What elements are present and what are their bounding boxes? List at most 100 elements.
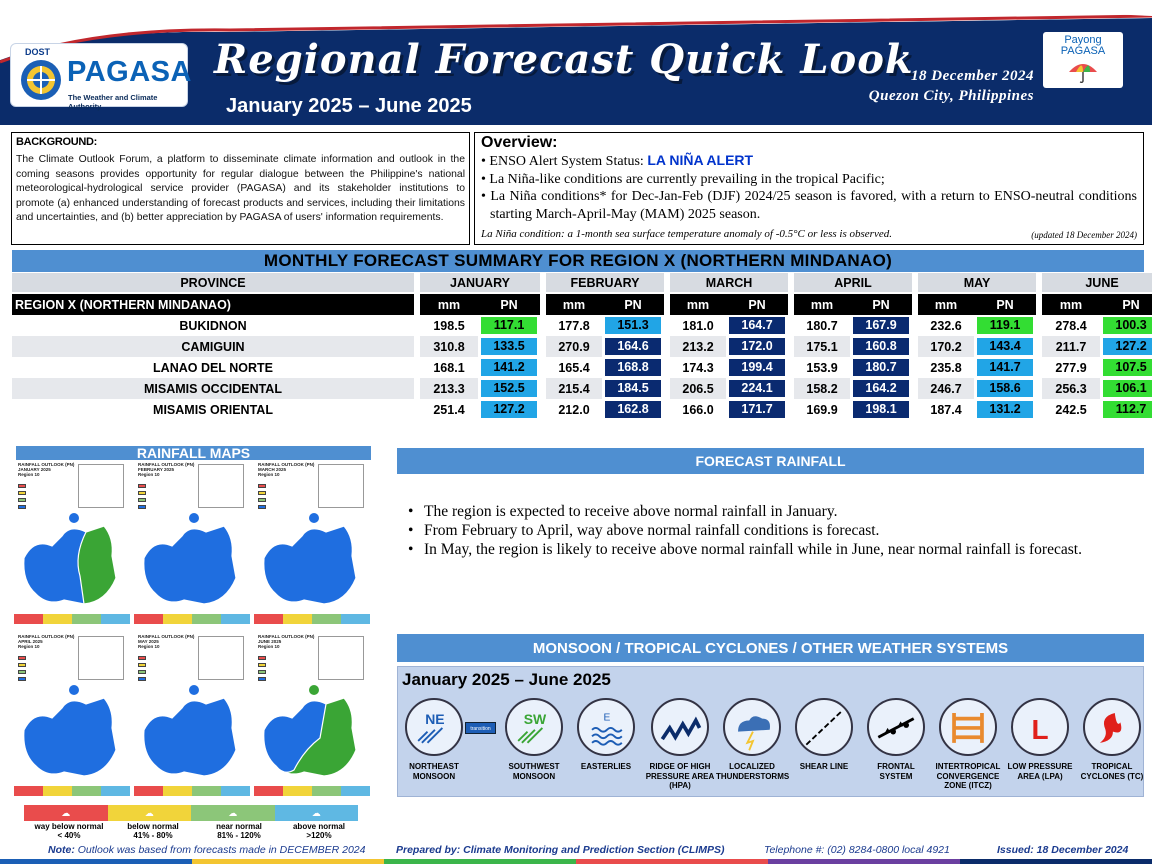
percent-normal: 164.6 (605, 338, 662, 355)
region-10-map (23, 685, 117, 777)
weather-system-label: INTERTROPICAL CONVERGENCE ZONE (ITCZ) (935, 762, 1001, 790)
percent-normal: 224.1 (729, 380, 786, 397)
unit-mm: mm (918, 294, 975, 315)
rainfall-mm: 166.0 (682, 402, 714, 417)
pagasa-emblem-icon (21, 60, 61, 100)
rainfall-mm: 165.4 (558, 360, 590, 375)
agency-name: PAGASA (67, 56, 192, 88)
issue-info: 18 December 2024 Quezon City, Philippine… (869, 66, 1034, 106)
map-legend (258, 656, 266, 684)
weather-systems-title: MONSOON / TROPICAL CYCLONES / OTHER WEAT… (397, 634, 1144, 662)
payong-line2: PAGASA (1060, 45, 1106, 57)
overview-item: La Niña-like conditions are currently pr… (481, 171, 1137, 189)
weather-system-label: TROPICAL CYCLONES (TC) (1080, 762, 1144, 781)
table-header-months: PROVINCE JANUARY FEBRUARY MARCH APRIL MAY JUNE (12, 273, 1152, 294)
footer-color-bar (0, 859, 1152, 864)
page-title: Regional Forecast Quick Look (214, 36, 914, 83)
map-footer-strip (134, 786, 250, 796)
rainfall-mm: 212.0 (558, 402, 590, 417)
region-10-map (263, 513, 357, 605)
frontal-system-icon (867, 698, 925, 756)
weather-system: FRONTAL SYSTEM (860, 698, 932, 781)
percent-normal: 180.7 (853, 359, 910, 376)
percent-normal: 112.7 (1103, 401, 1152, 418)
unit-pn: PN (1100, 294, 1152, 315)
month-header: APRIL (794, 273, 913, 294)
itcz-icon (939, 698, 997, 756)
rainfall-mm: 251.4 (433, 402, 465, 417)
weather-system: NE NORTHEAST MONSOON (398, 698, 470, 781)
rainfall-mm: 242.5 (1055, 402, 1087, 417)
weather-system: RIDGE OF HIGH PRESSURE AREA (HPA) (644, 698, 716, 791)
tropical-cyclone-icon (1083, 698, 1141, 756)
philippines-inset-map (198, 464, 244, 508)
region-label: REGION X (NORTHERN MINDANAO) (12, 294, 414, 315)
payong-pagasa-logo: Payong PAGASA (1043, 32, 1123, 88)
legend-label: above normal >120% (292, 822, 345, 840)
percent-normal: 143.4 (977, 338, 1034, 355)
percent-normal: 119.1 (977, 317, 1034, 334)
percent-normal: 127.2 (481, 401, 537, 418)
weather-system-label: RIDGE OF HIGH PRESSURE AREA (HPA) (645, 762, 715, 790)
legend-label: way below normal < 40% (34, 822, 104, 840)
unit-pn: PN (974, 294, 1037, 315)
percent-normal: 160.8 (853, 338, 910, 355)
ridge-hpa-icon (651, 698, 709, 756)
percent-normal: 168.8 (605, 359, 662, 376)
percent-normal: 164.2 (853, 380, 910, 397)
agency-tagline: The Weather and Climate Authority (68, 93, 158, 111)
map-footer-strip (14, 614, 130, 624)
rainfall-mm: 174.3 (682, 360, 714, 375)
percent-normal: 171.7 (729, 401, 786, 418)
percent-normal: 199.4 (729, 359, 786, 376)
rainfall-map-panel: RAINFALL OUTLOOK (PN) JUNE 2025 Region 10 (254, 632, 370, 800)
unit-pn: PN (478, 294, 540, 315)
rainfall-mm: 232.6 (930, 318, 962, 333)
svg-text:SW: SW (524, 711, 547, 727)
percent-normal: 141.7 (977, 359, 1034, 376)
overview-item: La Niña conditions* for Dec-Jan-Feb (DJF… (481, 188, 1137, 223)
table-header-units: REGION X (NORTHERN MINDANAO) mm PN mm PN mm PN… (12, 294, 1152, 315)
map-legend (18, 656, 26, 684)
forecast-table: PROVINCE JANUARY FEBRUARY MARCH APRIL MAY JUNE… (12, 273, 1152, 420)
unit-mm: mm (546, 294, 602, 315)
legend-swatch: ☁ (107, 805, 191, 821)
rainfall-mm: 177.8 (558, 318, 590, 333)
pagasa-logo: DOST PAGASA The Weather and Climate Auth… (10, 43, 191, 111)
percent-normal: 151.3 (605, 317, 662, 334)
weather-system: LOCALIZED THUNDERSTORMS (716, 698, 789, 781)
forecast-rainfall-item: From February to April, way above normal… (408, 521, 1134, 540)
rainfall-map-panel: RAINFALL OUTLOOK (PN) APRIL 2025 Region 10 (14, 632, 130, 800)
rainfall-maps: RAINFALL OUTLOOK (PN) JANUARY 2025 Region … (14, 460, 372, 802)
table-row: BUKIDNON 198.5 117.1 177.8 151.3 181.0 164.7 18… (12, 315, 1152, 336)
svg-text:NE: NE (425, 711, 444, 727)
percent-normal: 131.2 (977, 401, 1034, 418)
footer-issued: Issued: 18 December 2024 (997, 844, 1129, 856)
map-caption: RAINFALL OUTLOOK (PN) FEBRUARY 2025 Region… (138, 462, 195, 477)
rainfall-mm: 215.4 (546, 378, 602, 399)
rainfall-mm: 310.8 (420, 336, 478, 357)
rainfall-mm: 246.7 (918, 378, 975, 399)
overview-section: Overview: ENSO Alert System Status: LA N… (474, 132, 1144, 245)
percent-normal: 162.8 (605, 401, 662, 418)
weather-system-label: NORTHEAST MONSOON (409, 762, 459, 781)
rainfall-map-panel: RAINFALL OUTLOOK (PN) FEBRUARY 2025 Region… (134, 460, 250, 628)
map-caption: RAINFALL OUTLOOK (PN) JUNE 2025 Region 10 (258, 634, 315, 649)
province-name: BUKIDNON (179, 318, 247, 333)
forecast-table-title: MONTHLY FORECAST SUMMARY FOR REGION X (N… (12, 250, 1144, 272)
philippines-inset-map (78, 464, 124, 508)
rainfall-map-panel: RAINFALL OUTLOOK (PN) MAY 2025 Region 10 (134, 632, 250, 800)
map-legend (138, 656, 146, 684)
shear-line-icon (795, 698, 853, 756)
percent-normal: 152.5 (481, 380, 537, 397)
weather-system: INTERTROPICAL CONVERGENCE ZONE (ITCZ) (932, 698, 1004, 791)
weather-system-label: SOUTHWEST MONSOON (508, 762, 560, 781)
rainfall-mm: 213.3 (420, 378, 478, 399)
forecast-period: January 2025 – June 2025 (226, 95, 472, 117)
southwest-monsoon-icon: SW (505, 698, 563, 756)
la-nina-note: La Niña condition: a 1-month sea surface… (481, 228, 892, 240)
issue-location: Quezon City, Philippines (868, 88, 1034, 104)
map-footer-strip (14, 786, 130, 796)
overview-item: ENSO Alert System Status: LA NIÑA ALERT (481, 152, 1137, 171)
rainfall-mm: 206.5 (670, 378, 727, 399)
